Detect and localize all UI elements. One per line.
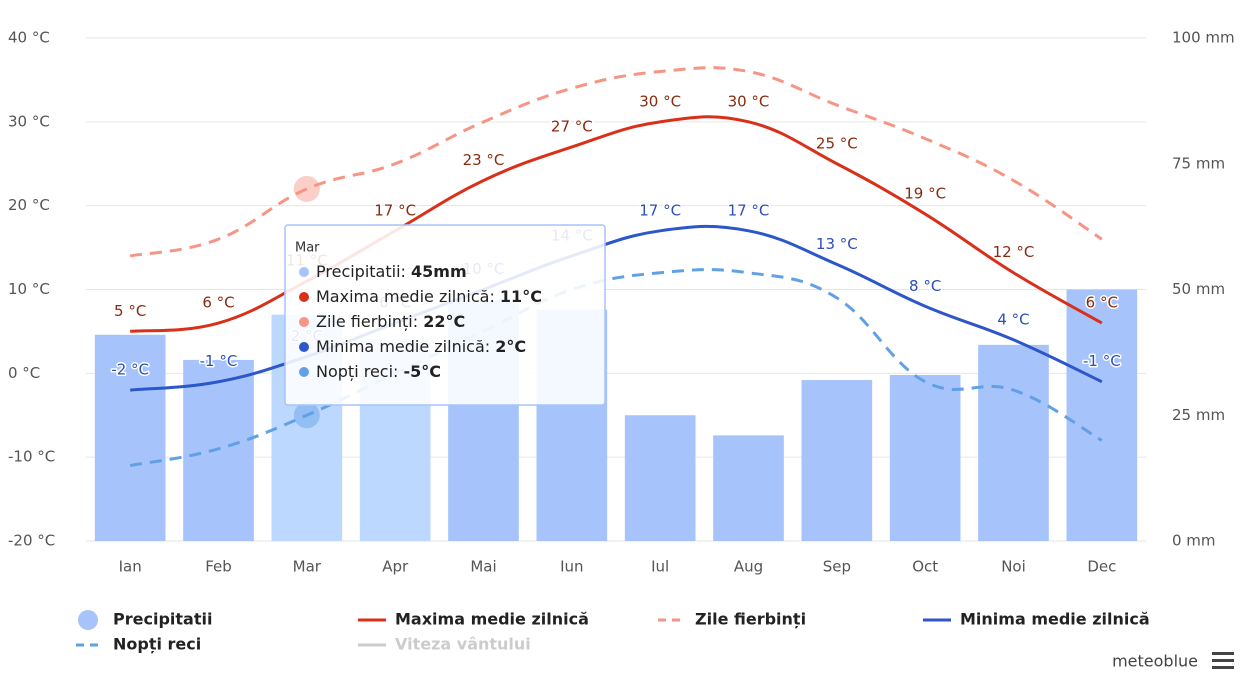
series-line	[129, 66, 1103, 258]
menu-bar	[1212, 666, 1234, 669]
data-label: 19 °C	[904, 185, 946, 203]
data-label: 6 °C	[1086, 294, 1118, 312]
y-tick-label: 30 °C	[8, 112, 50, 130]
y2-tick-label: 100 mm	[1172, 29, 1235, 47]
data-label: 27 °C	[551, 117, 593, 135]
data-label: 6 °C	[202, 294, 234, 312]
x-tick-label: Mar	[293, 558, 322, 576]
tooltip: Mar Precipitatii: 45mm Maxima medie zilnic…	[284, 224, 606, 406]
precipitation-bar	[624, 415, 696, 541]
tooltip-value: 22°C	[423, 312, 465, 331]
y2-tick-label: 0 mm	[1172, 532, 1216, 550]
series-line	[129, 268, 1103, 468]
legend-label: Precipitatii	[113, 610, 212, 629]
tooltip-box	[284, 224, 606, 406]
precipitation-bar	[801, 380, 873, 541]
x-tick-label: Ian	[119, 558, 142, 576]
tooltip-symbol	[299, 292, 309, 302]
hover-marker	[293, 402, 320, 429]
tooltip-value: -5°C	[404, 362, 442, 381]
precipitation-bar	[1066, 289, 1138, 541]
y-tick-label: 20 °C	[8, 196, 50, 214]
x-tick-label: Dec	[1087, 558, 1116, 576]
tooltip-item: Nopți reci: -5°C	[316, 362, 441, 381]
x-tick-label: Iul	[651, 558, 669, 576]
data-label: -1 °C	[200, 352, 238, 370]
precipitation-bar	[94, 334, 166, 541]
data-label: 4 °C	[997, 310, 1029, 328]
data-label: 17 °C	[374, 201, 416, 219]
x-tick-label: Apr	[382, 558, 409, 576]
legend-item[interactable]: Precipitatii	[78, 610, 212, 631]
precipitation-bar	[713, 435, 784, 541]
x-tick-label: Noi	[1001, 558, 1026, 576]
tooltip-label: Zile fierbinți:	[316, 312, 423, 331]
tooltip-value: 2°C	[495, 337, 526, 356]
tooltip-symbol	[299, 342, 309, 352]
hover-marker	[293, 175, 320, 202]
credit: meteoblue	[1112, 652, 1198, 671]
tooltip-item: Maxima medie zilnică: 11°C	[316, 287, 542, 306]
y-tick-label: -10 °C	[8, 448, 55, 466]
y-tick-label: 10 °C	[8, 280, 50, 298]
menu-bar	[1212, 652, 1234, 655]
tooltip-value: 11°C	[500, 287, 542, 306]
precipitation-bar	[978, 344, 1049, 541]
y-tick-label: 40 °C	[8, 29, 50, 47]
legend-symbol	[78, 610, 98, 630]
tooltip-label: Precipitatii:	[316, 262, 411, 281]
x-tick-label: Oct	[912, 558, 938, 576]
precipitation-bar	[889, 375, 961, 541]
tooltip-title: Mar	[295, 241, 320, 256]
menu-bar	[1212, 659, 1234, 662]
precipitation-bar	[183, 359, 254, 541]
series-line	[130, 224, 1103, 392]
data-label: -2 °C	[111, 361, 149, 379]
legend-label: Maxima medie zilnică	[395, 610, 589, 629]
tooltip-symbol	[299, 317, 309, 327]
legend-item[interactable]: Minima medie zilnică	[923, 610, 1150, 629]
tooltip-label: Minima medie zilnică:	[316, 337, 495, 356]
data-label: 12 °C	[993, 243, 1035, 261]
data-label: 30 °C	[728, 92, 770, 110]
tooltip-symbol	[299, 267, 309, 277]
y2-tick-label: 25 mm	[1172, 406, 1225, 424]
tooltip-value: 45mm	[411, 262, 467, 281]
legend-label: Minima medie zilnică	[960, 610, 1150, 629]
y2-tick-label: 75 mm	[1172, 154, 1225, 172]
x-tick-label: Aug	[734, 558, 763, 576]
data-label: 13 °C	[816, 235, 858, 253]
data-label: 17 °C	[639, 201, 681, 219]
data-label: 25 °C	[816, 134, 858, 152]
data-label: 30 °C	[639, 92, 681, 110]
menu-button[interactable]	[1212, 652, 1234, 669]
data-label: 8 °C	[909, 277, 941, 295]
x-tick-label: Feb	[205, 558, 232, 576]
tooltip-symbol	[299, 367, 309, 377]
data-label: 17 °C	[728, 201, 770, 219]
x-tick-label: Sep	[823, 558, 851, 576]
tooltip-item: Minima medie zilnică: 2°C	[316, 337, 526, 356]
data-label: 23 °C	[463, 151, 505, 169]
legend-item[interactable]: Maxima medie zilnică	[358, 610, 589, 629]
y-tick-label: -20 °C	[8, 532, 55, 550]
legend-label: Zile fierbinți	[695, 610, 806, 629]
legend-label: Viteza vântului	[395, 635, 531, 654]
y2-tick-label: 50 mm	[1172, 280, 1225, 298]
y-tick-label: 0 °C	[8, 364, 40, 382]
legend-item[interactable]: Viteza vântului	[358, 635, 531, 654]
tooltip-item: Zile fierbinți: 22°C	[316, 312, 465, 331]
data-label: 5 °C	[114, 302, 146, 320]
x-tick-label: Iun	[560, 558, 583, 576]
legend-item[interactable]: Nopți reci	[76, 635, 201, 654]
tooltip-item: Precipitatii: 45mm	[316, 262, 467, 281]
legend-item[interactable]: Zile fierbinți	[658, 610, 806, 629]
series-line	[130, 115, 1103, 333]
legend-label: Nopți reci	[113, 635, 201, 654]
x-tick-label: Mai	[470, 558, 496, 576]
data-label: -1 °C	[1083, 352, 1121, 370]
tooltip-label: Maxima medie zilnică:	[316, 287, 500, 306]
tooltip-label: Nopți reci:	[316, 362, 404, 381]
